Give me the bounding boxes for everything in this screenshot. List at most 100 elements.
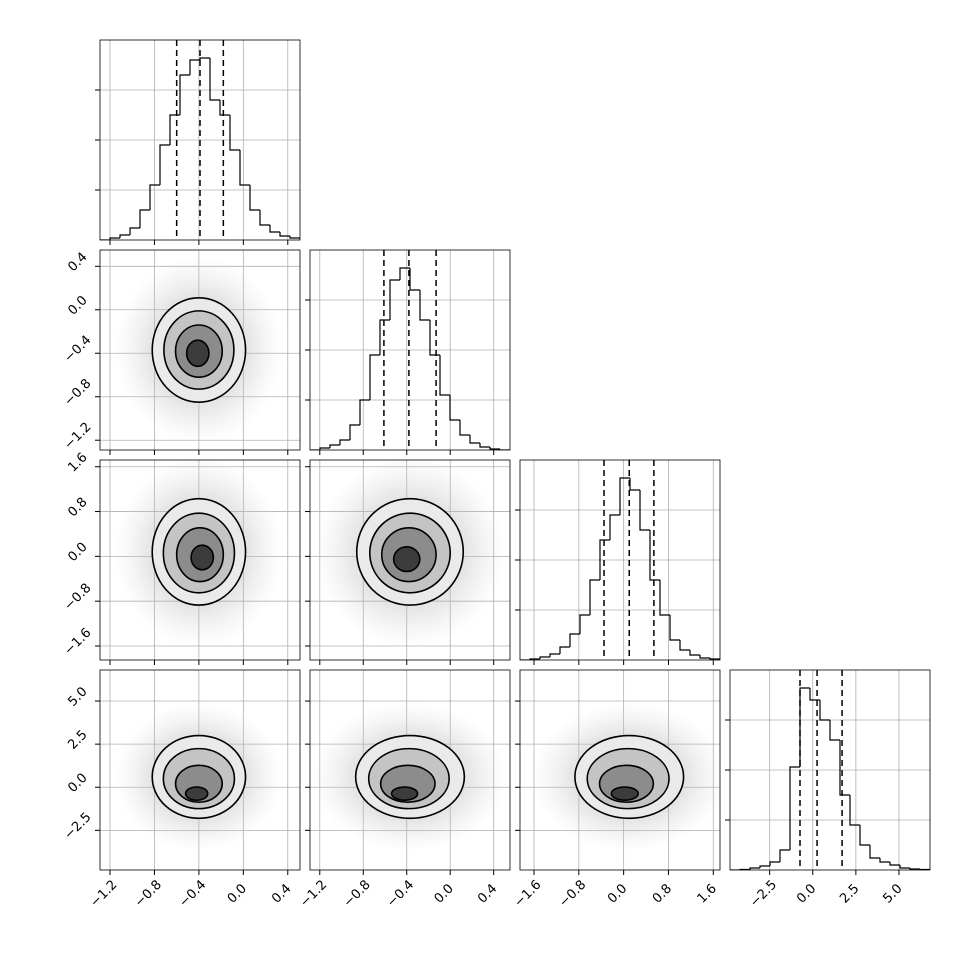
histogram-step — [749, 867, 760, 870]
histogram-step — [919, 868, 930, 870]
x-tick-label: 1.6 — [695, 881, 720, 906]
y-tick-label: −0.8 — [62, 581, 95, 614]
contour — [185, 339, 210, 368]
histogram-step — [129, 227, 140, 235]
panel: −1.2 −0.8 −0.4 0.0 0.4 — [62, 249, 301, 455]
histogram-step — [829, 720, 840, 741]
histogram-step — [629, 478, 640, 491]
histogram-step — [549, 653, 560, 657]
histogram-step — [649, 530, 660, 581]
histogram-step — [469, 435, 480, 444]
panel — [305, 459, 511, 665]
contour — [184, 786, 209, 801]
y-tick-label: 1.6 — [65, 450, 90, 475]
panel: −2.5 0.0 2.5 5.0 — [725, 669, 931, 910]
panel-frame — [519, 459, 721, 661]
x-tick-label: 0.0 — [794, 881, 819, 906]
histogram-step — [689, 650, 700, 656]
panel — [95, 39, 301, 245]
plot-area — [531, 702, 720, 852]
x-tick-label: 2.5 — [837, 881, 862, 906]
histogram-step — [139, 209, 150, 228]
x-tick-label: 0.8 — [650, 881, 675, 906]
histogram-step — [369, 354, 380, 400]
contour — [190, 544, 215, 571]
panel-frame — [99, 459, 301, 661]
histogram-step — [189, 59, 200, 75]
histogram-step — [229, 115, 240, 151]
panel-frame — [99, 39, 301, 241]
panel: −1.6 −0.8 0.0 0.8 1.6 — [62, 450, 301, 665]
histogram-step — [489, 447, 500, 450]
histogram-step — [809, 688, 820, 701]
histogram-step — [109, 237, 120, 240]
y-tick-label: 5.0 — [65, 684, 90, 709]
histogram-step — [479, 443, 490, 448]
histogram-step — [699, 655, 710, 659]
histogram-step — [659, 580, 670, 616]
x-tick-label: 0.0 — [432, 881, 457, 906]
y-tick-label: 0.0 — [65, 771, 90, 796]
histogram-step — [869, 845, 880, 859]
histogram-step — [349, 424, 360, 440]
plot-area — [114, 460, 283, 648]
histogram-step — [419, 290, 430, 321]
x-tick-label: −0.4 — [176, 878, 209, 911]
histogram-step — [389, 279, 400, 320]
panel-frame — [309, 459, 511, 661]
x-tick-label: −0.8 — [341, 878, 374, 911]
histogram-step — [119, 234, 130, 238]
histogram-step — [279, 232, 290, 237]
histogram-step — [209, 58, 220, 101]
histogram-step — [329, 444, 340, 448]
panel: −1.2 −0.8 −0.4 0.0 0.4 — [297, 669, 511, 911]
histogram-step — [619, 477, 630, 515]
histogram-step — [559, 646, 570, 654]
plot-area — [310, 250, 510, 450]
histogram-step — [669, 615, 680, 641]
histogram-step — [539, 656, 550, 659]
histogram-step — [319, 447, 330, 450]
plot-area — [312, 702, 508, 852]
histogram-step — [579, 614, 590, 634]
plot-area — [114, 256, 283, 444]
histogram-step — [399, 267, 410, 280]
histogram-step — [759, 865, 770, 868]
histogram-step — [609, 514, 620, 540]
histogram-step — [849, 795, 860, 826]
histogram-step — [679, 640, 690, 651]
x-tick-label: 0.4 — [269, 881, 294, 906]
histogram-step — [899, 865, 910, 869]
histogram-step — [149, 184, 160, 210]
histogram-step — [889, 862, 900, 866]
panel-frame — [309, 669, 511, 871]
x-tick-label: −0.4 — [384, 878, 417, 911]
x-tick-label: −1.6 — [512, 878, 545, 911]
histogram-step — [249, 185, 260, 211]
plot-area — [314, 460, 506, 648]
histogram-step — [909, 868, 920, 870]
histogram-step — [339, 439, 350, 445]
histogram-step — [859, 825, 870, 846]
panel-frame — [729, 669, 931, 871]
x-tick-label: −0.8 — [556, 878, 589, 911]
histogram-step — [569, 633, 580, 647]
panel: −1.2 −0.8 −0.4 0.0 0.4 −2.5 0.0 2.5 5.0 — [62, 669, 301, 911]
panel-frame — [519, 669, 721, 871]
y-tick-label: −2.5 — [62, 810, 95, 843]
y-tick-label: 2.5 — [65, 728, 90, 753]
histogram-step — [449, 395, 460, 421]
y-tick-label: −0.8 — [62, 376, 95, 409]
histogram-step — [239, 150, 250, 186]
histogram-step — [599, 539, 610, 580]
panel: −1.6 −0.8 0.0 0.8 1.6 — [512, 669, 721, 911]
histogram-step — [499, 449, 510, 450]
histogram-step — [819, 700, 830, 721]
histogram-step — [159, 144, 170, 185]
x-tick-label: 0.0 — [605, 881, 630, 906]
y-tick-label: −0.4 — [62, 333, 95, 366]
histogram-step — [169, 114, 180, 145]
histogram-step — [589, 579, 600, 615]
histogram-step — [179, 74, 190, 115]
